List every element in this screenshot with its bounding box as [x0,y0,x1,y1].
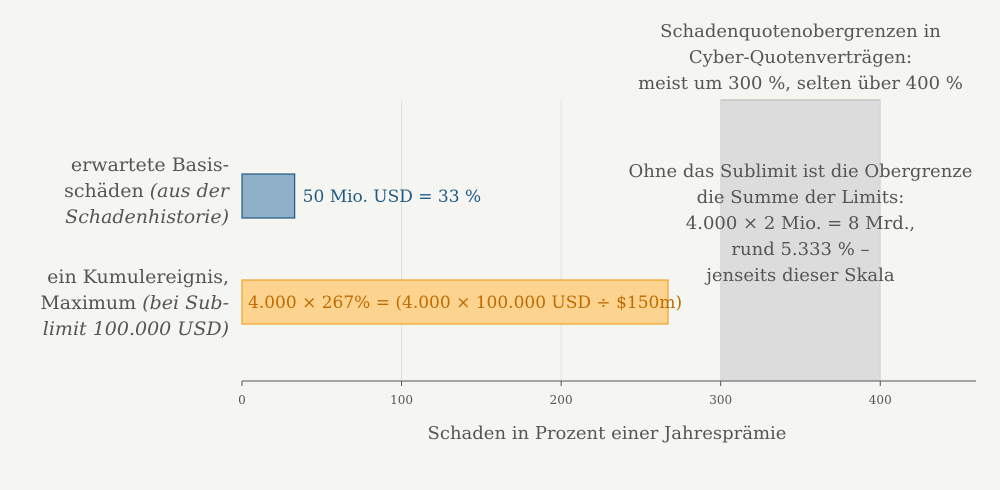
bar-2-data-label: 4.000 × 267% = (4.000 × 100.000 USD ÷ $1… [248,293,682,313]
category-label-1-line-1: erwartete Basis- [71,154,229,176]
band-title-line-1: Schadenquotenobergrenzen in [660,21,941,42]
category-label-2-line-2: Maximum (bei Sub- [40,292,229,314]
x-axis-title: Schaden in Prozent einer Jahresprämie [428,423,787,444]
x-tick-label-400: 400 [869,393,892,407]
cap-range-band [720,99,881,382]
category-label-2-line-1: ein Kumulereignis, [47,266,229,288]
bar-1 [241,173,296,219]
band-title-line-2: Cyber-Quotenverträgen: [689,47,912,68]
band-note-line-1: Ohne das Sublimit ist die Obergrenze [629,161,973,182]
x-tick-label-100: 100 [390,393,413,407]
category-label-2-line-3: limit 100.000 USD) [43,318,229,340]
bar-1-data-label: 50 Mio. USD = 33 % [303,187,481,207]
x-tick-label-300: 300 [709,393,732,407]
band-note-line-3: 4.000 × 2 Mio. = 8 Mrd., [686,213,915,234]
band-title-line-3: meist um 300 %, selten über 400 % [638,73,963,94]
x-tick-label-200: 200 [550,393,573,407]
band-note-line-4: rund 5.333 % – [731,239,869,260]
x-tick-label-0: 0 [238,393,246,407]
band-note-line-5: jenseits dieser Skala [704,265,895,286]
band-note-line-2: die Summe der Limits: [697,187,905,208]
category-label-1-line-3: Schadenhistorie) [65,206,229,228]
category-label-1-line-2: schäden (aus der [64,180,231,202]
bar-2 [241,279,669,325]
